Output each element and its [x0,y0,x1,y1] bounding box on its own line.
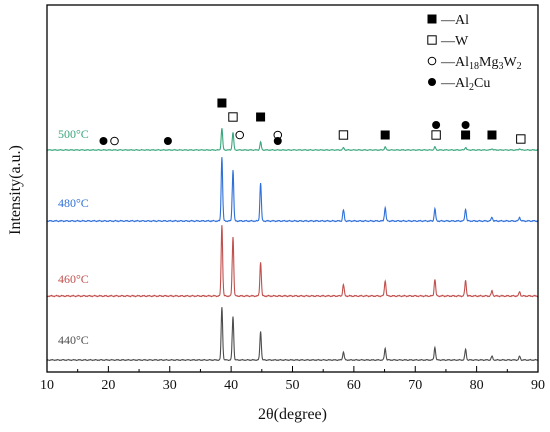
legend-label-part-2-3: 3 [498,61,503,72]
x-tick-label-6: 70 [408,378,422,393]
legend-label-part-0-0: —Al [440,13,469,28]
series-line-2 [46,157,539,223]
phase-marker-14 [461,130,471,140]
legend-label-part-2-5: 2 [517,61,522,72]
legend-label-1: —W [440,34,469,49]
legend-label-0: —Al [440,13,469,28]
plot-area: 440°C 460°C 480°C 500°C [46,98,539,362]
legend-symbol-2 [427,56,437,66]
phase-marker-2 [256,112,266,122]
legend-label-part-2-1: 18 [469,61,479,72]
series-label-0: 440°C [58,333,89,347]
legend-symbol-1 [427,35,437,45]
phase-marker-12 [431,130,441,140]
phase-marker-11 [432,121,441,129]
x-tick-label-1: 20 [101,378,115,393]
legend-symbol-3 [428,78,436,86]
x-tick-label-4: 50 [286,378,300,393]
legend-label-part-3-0: —Al [440,76,469,91]
axis-ticks: 10 20 30 40 50 60 70 80 90 [40,366,545,393]
legend-symbol-0 [427,14,437,24]
phase-marker-10 [380,130,390,140]
legend-label-2: —Al18Mg3W2 [440,55,522,72]
series-label-1: 460°C [58,272,89,286]
legend: —Al—W—Al18Mg3W2—Al2Cu [427,13,522,93]
legend-label-part-3-1: 2 [469,82,474,93]
x-tick-label-5: 60 [347,378,361,393]
x-axis-title: 2θ(degree) [258,406,327,423]
legend-label-part-2-2: Mg [479,55,498,70]
x-tick-label-0: 10 [40,378,54,393]
series-line-3 [46,128,539,152]
legend-label-part-2-0: —Al [440,55,469,70]
series-line-0 [46,307,539,362]
x-tick-label-3: 40 [224,378,238,393]
phase-marker-9 [338,130,349,140]
phase-marker-3 [99,137,108,145]
phase-marker-13 [461,121,470,129]
series-line-1 [46,225,539,298]
phase-marker-0 [217,98,227,108]
phase-marker-4 [110,136,119,146]
legend-label-part-1-0: —W [440,34,469,49]
phase-marker-6 [235,130,245,140]
phase-marker-1 [228,112,238,122]
x-tick-label-2: 30 [163,378,177,393]
y-axis-title: Intensity(a.u.) [7,145,24,235]
phase-marker-5 [163,137,172,145]
x-tick-label-7: 80 [470,378,484,393]
legend-label-part-3-2: Cu [474,76,490,91]
legend-label-part-2-4: W [503,55,517,70]
phase-marker-8 [273,137,282,145]
phase-marker-16 [516,134,526,144]
phase-marker-15 [487,130,497,140]
series-label-2: 480°C [58,196,89,210]
x-tick-label-8: 90 [531,378,545,393]
series-label-3: 500°C [58,127,89,141]
legend-label-3: —Al2Cu [440,76,490,93]
